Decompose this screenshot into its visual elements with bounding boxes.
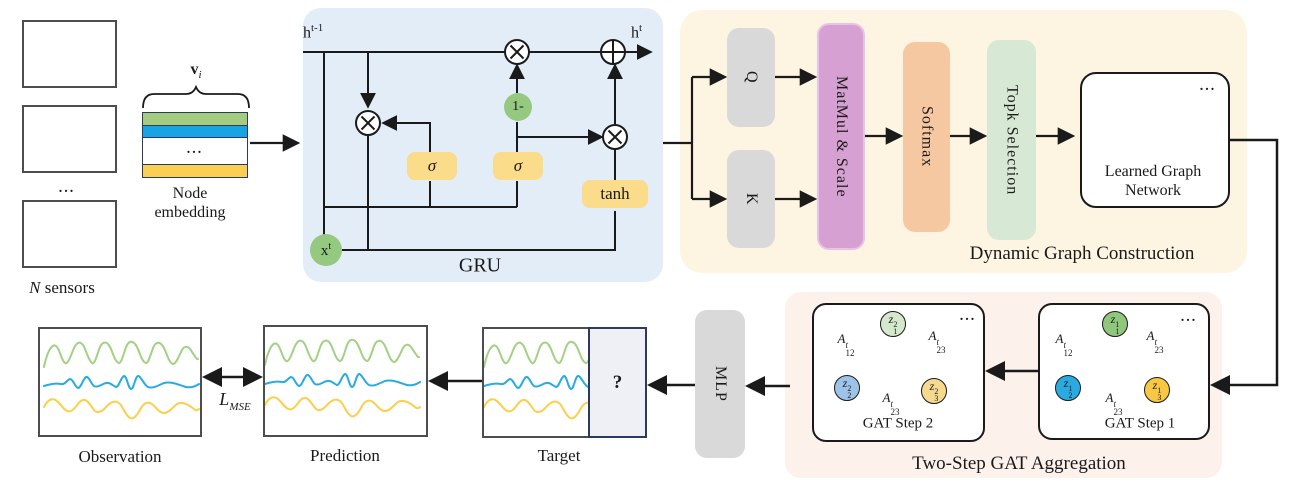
gat-step2-title: GAT Step 2 (862, 415, 934, 432)
gat-step1-title: GAT Step 1 (1104, 415, 1176, 432)
gat-caption: Two-Step GAT Aggregation (912, 453, 1126, 474)
observation-waves (43, 340, 200, 420)
mlp-box: MLP (695, 310, 745, 458)
sensors-caption: N sensors (29, 278, 95, 297)
add-op (600, 39, 626, 65)
embedding-bar-blue (142, 125, 248, 138)
embedding-ellipsis: ... (186, 142, 204, 157)
sensors-ellipsis: ... (58, 181, 76, 196)
mse-loss-label: LMSE (219, 389, 251, 413)
attention-chain-arrows (775, 68, 1076, 208)
dgc-to-gat-connector (1210, 138, 1279, 395)
sensor-box-3 (22, 200, 117, 268)
multiply-op-left (355, 110, 381, 136)
multiply-op-right (602, 124, 628, 150)
gru-to-qk (663, 68, 728, 208)
multiply-op-top (504, 39, 530, 65)
embedding-brace (142, 84, 250, 109)
matmul-scale-box: MatMul & Scale (817, 23, 865, 250)
embedding-caption: Node embedding (154, 185, 226, 221)
gat-step2-box (812, 303, 985, 442)
gru-sigma-box-2: σ (493, 152, 543, 180)
softmax-box: Softmax (903, 42, 950, 232)
target-caption: Target (537, 446, 581, 465)
observation-caption: Observation (78, 447, 162, 466)
target-box (482, 327, 590, 438)
k-box: K (727, 150, 775, 248)
prediction-caption: Prediction (310, 446, 380, 465)
gru-sigma-box-1: σ (407, 152, 457, 180)
sensor-box-1 (22, 20, 117, 88)
embedding-bar-yellow (142, 164, 248, 178)
gru-wiring (303, 44, 653, 251)
lgn-ellipsis: ... (1199, 79, 1217, 94)
sensor-box-2 (22, 105, 117, 173)
lgn-caption: Learned Graph Network (1104, 163, 1202, 199)
bottom-flow-arrows (202, 361, 1038, 396)
gru-operators (355, 39, 628, 150)
embedding-bar-green (142, 112, 248, 126)
gru-xt-node: xt (310, 234, 342, 266)
embedding-variable: vi (190, 60, 202, 82)
gru-title: GRU (458, 254, 502, 277)
gru-one-minus-node: 1- (504, 93, 532, 121)
q-box: Q (727, 28, 775, 127)
gat-step1-ellipsis: ... (1180, 310, 1198, 325)
observation-box (38, 327, 202, 437)
prediction-box (263, 325, 428, 437)
gru-tanh-box: tanh (582, 180, 648, 208)
gru-h-out-label: ht (631, 22, 643, 42)
target-question-panel: ? (588, 327, 647, 438)
gat-step2-ellipsis: ... (959, 309, 977, 324)
dgc-caption: Dynamic Graph Construction (969, 243, 1195, 264)
topk-selection-box: Topk Selection (987, 40, 1036, 240)
learned-graph-network-box (1080, 72, 1230, 208)
gru-h-prev-label: ht-1 (303, 22, 324, 42)
